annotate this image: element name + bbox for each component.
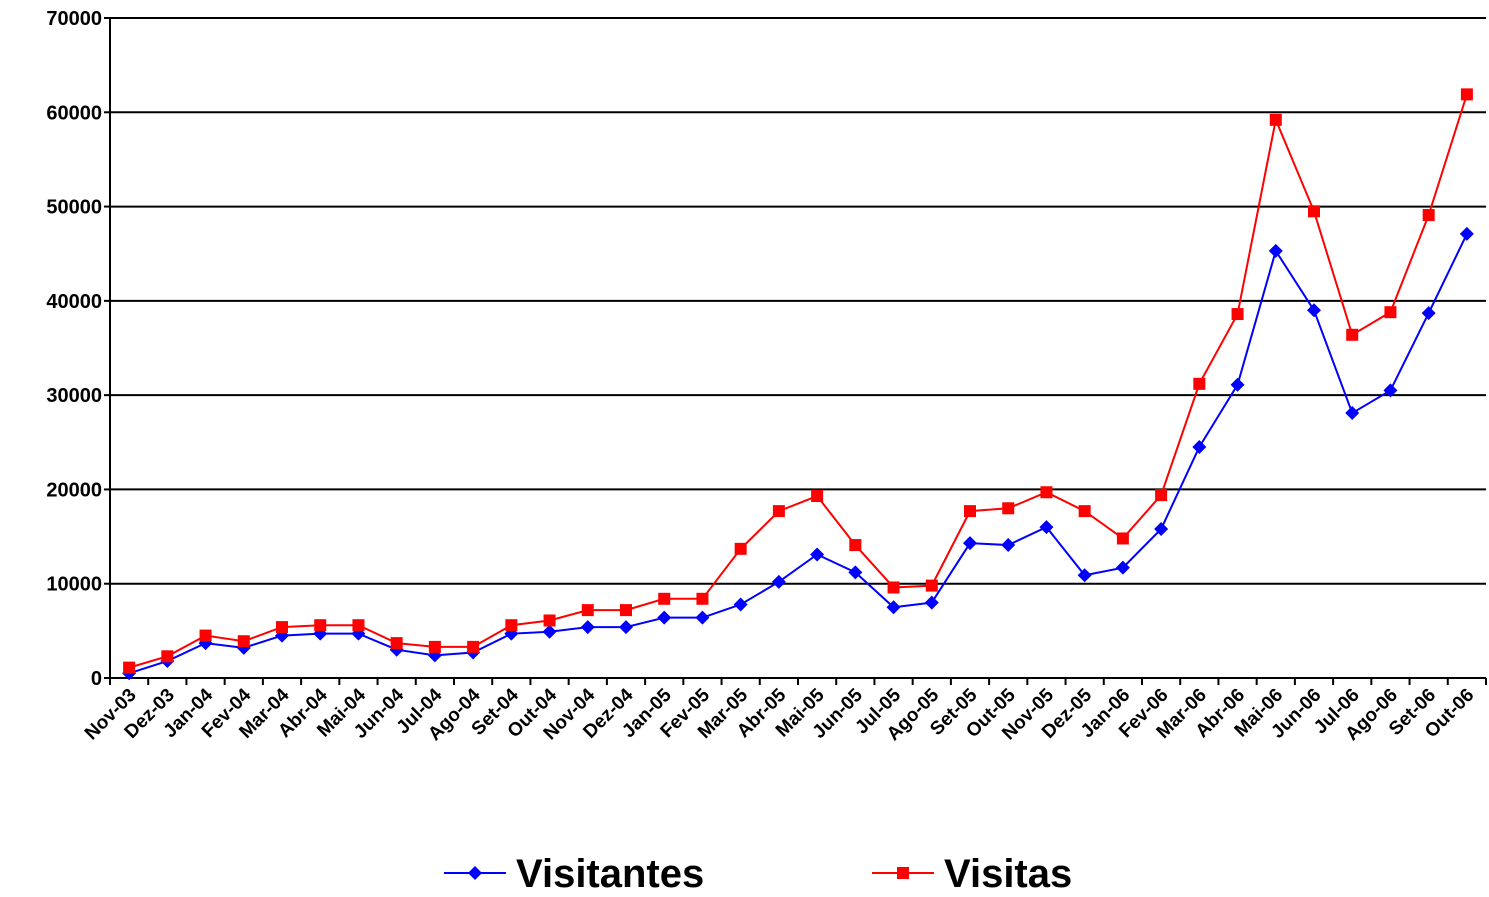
marker	[1459, 226, 1474, 241]
marker	[1115, 560, 1130, 575]
marker	[1384, 306, 1397, 319]
series-line	[128, 233, 1468, 675]
marker	[1039, 520, 1054, 535]
marker	[1001, 538, 1016, 553]
marker	[657, 610, 672, 625]
marker	[1155, 489, 1168, 502]
y-tick-label: 60000	[46, 102, 102, 124]
marker	[580, 620, 595, 635]
marker	[276, 621, 288, 634]
marker	[619, 620, 633, 635]
marker	[620, 604, 632, 617]
marker	[505, 619, 518, 632]
marker	[1116, 532, 1129, 545]
marker	[1040, 486, 1053, 499]
y-tick-label: 0	[91, 668, 102, 690]
marker	[1002, 502, 1015, 515]
series-line	[128, 94, 1468, 669]
marker	[1268, 243, 1283, 258]
marker	[811, 490, 824, 503]
marker	[1346, 328, 1359, 341]
marker	[1154, 522, 1169, 537]
marker	[542, 624, 557, 639]
marker	[733, 597, 748, 612]
marker	[886, 600, 901, 615]
y-tick-label: 20000	[46, 479, 102, 501]
marker	[1421, 306, 1436, 321]
marker	[581, 604, 594, 617]
marker	[810, 547, 825, 562]
marker	[1231, 308, 1244, 321]
marker	[352, 619, 365, 632]
marker	[771, 574, 786, 589]
legend-marker	[468, 866, 482, 880]
marker	[1192, 440, 1207, 454]
y-tick-label: 30000	[46, 385, 102, 407]
y-tick-label: 70000	[46, 8, 102, 30]
marker	[963, 536, 977, 551]
y-tick-label: 10000	[46, 574, 102, 596]
y-tick-label: 40000	[46, 291, 102, 313]
marker	[1422, 209, 1435, 222]
marker	[543, 614, 556, 627]
marker	[314, 619, 327, 632]
marker	[161, 650, 174, 663]
marker	[1193, 377, 1206, 390]
marker	[1077, 568, 1092, 583]
marker	[887, 581, 900, 594]
marker	[428, 640, 441, 653]
marker	[1307, 303, 1321, 318]
marker	[237, 635, 250, 648]
marker	[772, 505, 785, 518]
marker	[1345, 406, 1360, 421]
marker	[696, 592, 709, 605]
marker	[734, 542, 747, 555]
marker	[1383, 383, 1398, 398]
legend-marker	[897, 867, 909, 879]
marker	[924, 595, 939, 610]
legend-label: Visitantes	[516, 852, 704, 896]
marker	[964, 505, 976, 518]
marker	[1308, 205, 1320, 218]
marker	[123, 661, 136, 674]
marker	[390, 637, 403, 650]
marker	[1230, 377, 1245, 392]
marker	[848, 565, 863, 580]
marker	[695, 610, 710, 625]
marker	[925, 579, 938, 592]
marker	[199, 629, 212, 642]
marker	[1460, 88, 1473, 101]
marker	[1269, 113, 1282, 126]
marker	[658, 592, 671, 605]
marker	[849, 539, 862, 552]
marker	[1078, 505, 1091, 518]
marker	[467, 640, 480, 653]
legend-label: Visitas	[944, 852, 1072, 896]
y-tick-label: 50000	[46, 197, 102, 219]
